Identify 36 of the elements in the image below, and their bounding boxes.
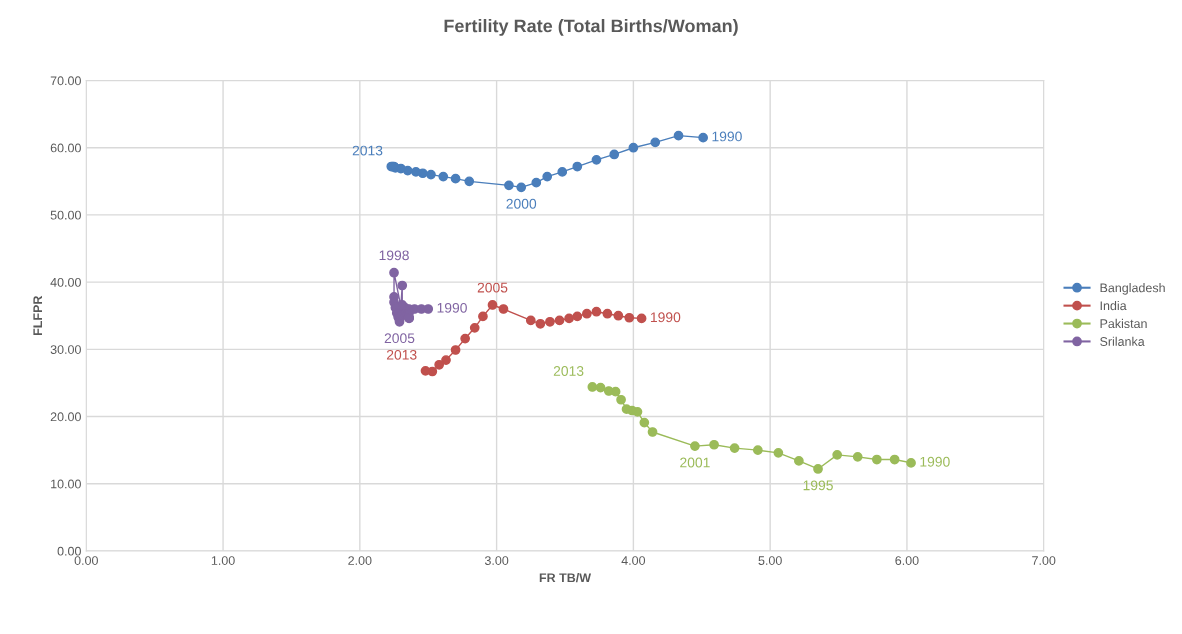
y-axis-title: FLFPR: [33, 295, 42, 336]
x-axis-title: FR TB/W: [539, 573, 592, 583]
y-tick-label: 50.00: [50, 210, 81, 220]
annotation: 2005: [384, 333, 415, 344]
annotation: 1995: [803, 480, 833, 491]
annotation: 2005: [477, 282, 508, 293]
annotation: 1990: [437, 302, 467, 313]
annotation: 2013: [386, 349, 417, 360]
y-tick-label: 10.00: [51, 479, 81, 489]
legend-label: Bangladesh: [1100, 283, 1165, 295]
legend-label: Pakistan: [1100, 318, 1147, 329]
y-tick-label: 20.00: [50, 412, 81, 422]
y-tick-label: 30.00: [50, 345, 81, 354]
x-tick-label: 2.00: [348, 556, 372, 565]
annotation: 1998: [379, 250, 409, 261]
x-tick-label: 1.00: [211, 556, 235, 565]
x-tick-label: 4.00: [621, 556, 646, 565]
x-tick-label: 3.00: [484, 556, 509, 565]
legend-label: Srilanka: [1100, 336, 1145, 346]
annotation: 2013: [553, 366, 584, 376]
y-tick-label: 60.00: [50, 143, 81, 153]
x-tick-label: 6.00: [895, 556, 919, 565]
x-tick-label: 7.00: [1032, 556, 1056, 565]
x-tick-label: 5.00: [758, 556, 782, 565]
y-tick-label: 0.00: [57, 546, 81, 556]
annotation: 2013: [352, 145, 383, 156]
y-tick-label: 40.00: [50, 277, 81, 287]
annotation: 2000: [506, 198, 537, 209]
y-tick-label: 70.00: [50, 76, 81, 86]
annotation: 2001: [680, 457, 710, 468]
annotation: 1990: [920, 456, 950, 467]
annotation: 1990: [712, 131, 742, 142]
annotation: 1990: [650, 312, 681, 323]
x-tick-label: 0.00: [74, 556, 98, 565]
chart-title: Fertility Rate (Total Births/Woman): [444, 19, 738, 36]
legend-label: India: [1100, 300, 1127, 311]
